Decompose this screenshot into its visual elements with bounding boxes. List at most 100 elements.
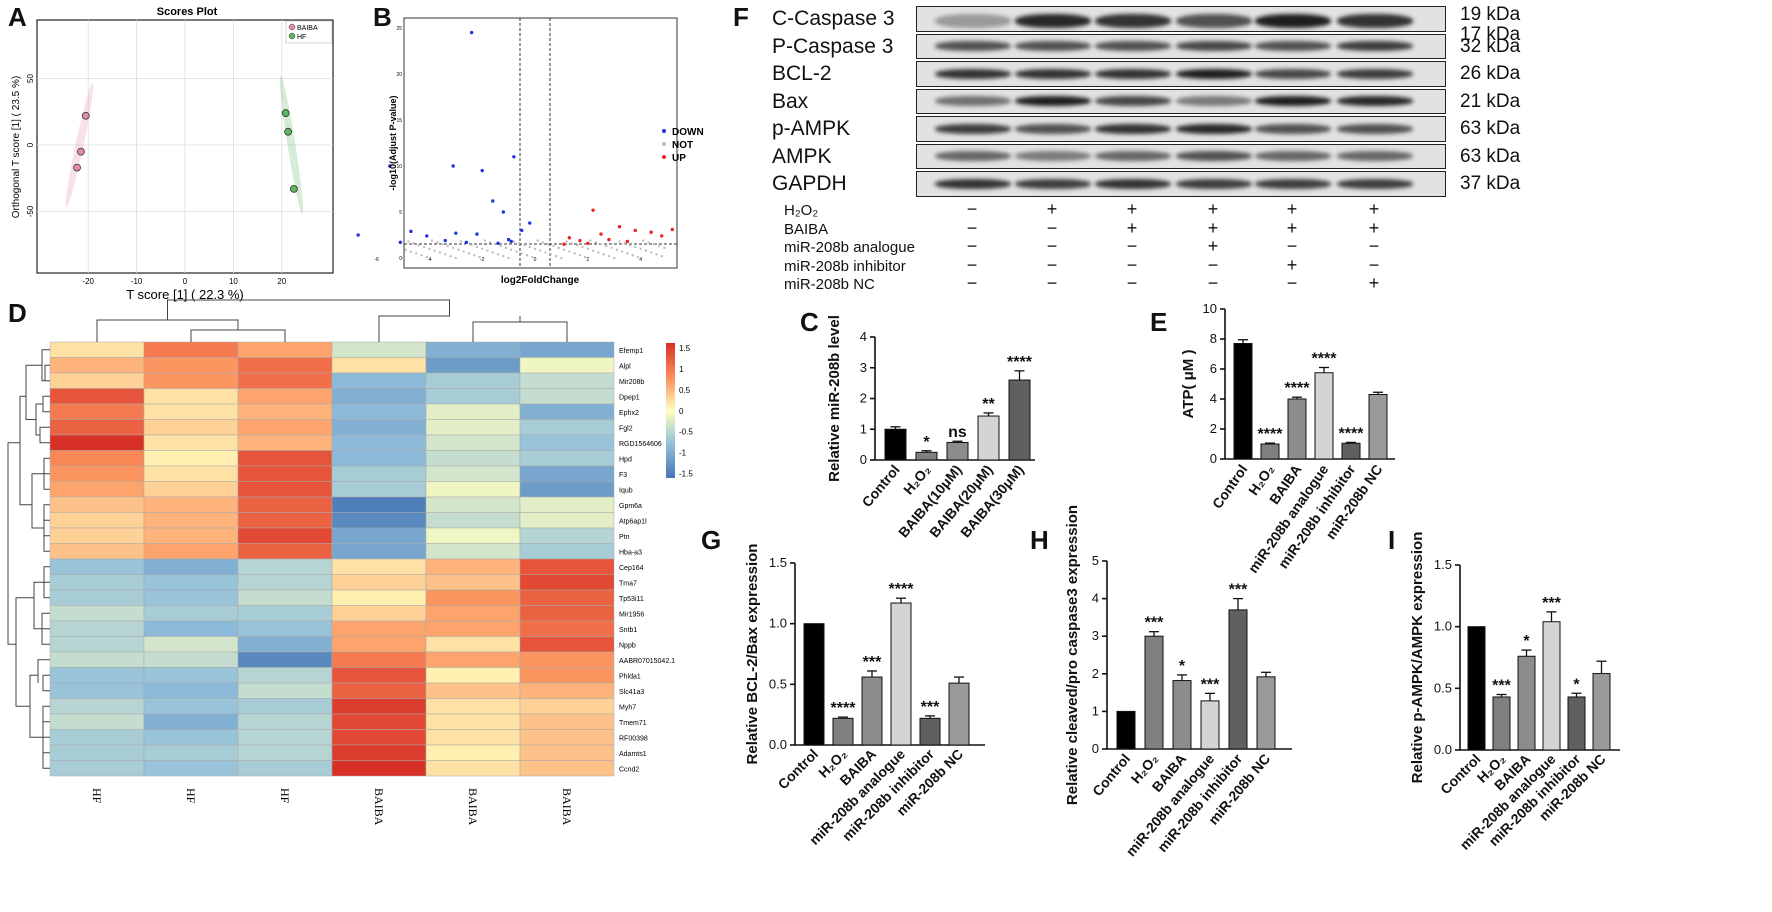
x-tick-label: -2 bbox=[480, 257, 485, 263]
heatmap-cell bbox=[237, 465, 333, 482]
volcano-point-down bbox=[528, 221, 532, 225]
protein-band bbox=[1015, 41, 1091, 52]
treatment-sign: − bbox=[966, 254, 978, 275]
volcano-point-not bbox=[454, 256, 457, 260]
heatmap-cell bbox=[143, 682, 239, 699]
y-tick-label: 5 bbox=[1092, 553, 1099, 568]
heatmap-cell bbox=[143, 589, 239, 606]
legend-marker-not bbox=[662, 142, 666, 146]
heatmap-cell bbox=[425, 341, 521, 358]
significance-label: ** bbox=[982, 396, 995, 413]
volcano-point-not bbox=[449, 255, 452, 258]
protein-band bbox=[1255, 151, 1331, 162]
heatmap-cell bbox=[331, 760, 427, 777]
heatmap-gene-label: Mir208b bbox=[619, 379, 644, 386]
volcano-point-down bbox=[469, 30, 474, 35]
protein-band bbox=[1015, 13, 1091, 28]
protein-band bbox=[1095, 178, 1171, 189]
heatmap-cell bbox=[331, 558, 427, 575]
heatmap-cell bbox=[425, 357, 521, 374]
volcano-point-down bbox=[451, 164, 455, 168]
color-scale-tick: 0.5 bbox=[679, 386, 691, 395]
treatment-sign: + bbox=[1126, 217, 1138, 238]
protein-band bbox=[1255, 123, 1331, 134]
heatmap-gene-label: Efemp1 bbox=[619, 348, 643, 355]
volcano-point-not bbox=[581, 245, 584, 249]
volcano-point-not bbox=[615, 248, 618, 251]
heatmap-column-label: HF bbox=[184, 788, 198, 804]
y-tick-label: 0.5 bbox=[769, 676, 787, 691]
heatmap-cell bbox=[237, 403, 333, 420]
y-tick-label: 50 bbox=[26, 74, 35, 83]
protein-band bbox=[935, 123, 1011, 134]
significance-label: *** bbox=[863, 654, 882, 671]
volcano-point-not bbox=[401, 256, 405, 260]
volcano-point-not bbox=[494, 243, 497, 246]
volcano-point-down bbox=[356, 233, 360, 237]
heatmap-cell bbox=[331, 450, 427, 467]
band-kda: 63 kDa bbox=[1460, 118, 1521, 139]
volcano-point-up bbox=[670, 227, 674, 232]
volcano-point-not bbox=[557, 246, 560, 249]
volcano-point-not bbox=[483, 239, 486, 242]
protein-band bbox=[1337, 68, 1413, 79]
volcano-point-not bbox=[433, 249, 436, 252]
protein-band bbox=[1176, 41, 1252, 52]
bar bbox=[1542, 621, 1561, 751]
volcano-point-up bbox=[599, 232, 603, 236]
heatmap-cell bbox=[425, 574, 521, 591]
volcano-point-down bbox=[491, 199, 495, 203]
volcano-point-not bbox=[663, 246, 666, 249]
category-label: Control bbox=[1089, 751, 1133, 799]
heatmap-cell bbox=[331, 574, 427, 591]
volcano-point-not bbox=[515, 250, 518, 253]
heatmap-cell bbox=[331, 713, 427, 730]
heatmap-cell bbox=[519, 434, 615, 451]
volcano-point-not bbox=[599, 243, 603, 246]
band-label: p-AMPK bbox=[772, 117, 851, 140]
volcano-point-not bbox=[510, 248, 513, 251]
volcano-point-not bbox=[591, 249, 595, 252]
color-scale-tick: -0.5 bbox=[679, 428, 693, 437]
volcano-point-not bbox=[502, 255, 505, 258]
band-kda: 26 kDa bbox=[1460, 63, 1521, 84]
heatmap-gene-label: Iqub bbox=[619, 487, 633, 494]
heatmap-gene-label: Hba-a3 bbox=[619, 549, 642, 556]
heatmap-cell bbox=[331, 620, 427, 637]
heatmap-cell bbox=[425, 512, 521, 529]
heatmap-cell bbox=[143, 651, 239, 668]
volcano-point-up bbox=[625, 239, 630, 244]
volcano-point-not bbox=[531, 255, 534, 259]
legend-label-down: DOWN bbox=[672, 127, 704, 138]
treatment-sign: + bbox=[1286, 254, 1298, 275]
heatmap-cell bbox=[237, 620, 333, 637]
category-label: Control bbox=[859, 462, 903, 510]
heatmap-cell bbox=[49, 543, 145, 560]
heatmap-cell bbox=[49, 729, 145, 746]
treatment-sign: + bbox=[1368, 273, 1380, 293]
heatmap-cell bbox=[49, 372, 145, 389]
heatmap-gene-label: Mir1956 bbox=[619, 611, 644, 618]
volcano-point-not bbox=[541, 241, 545, 244]
heatmap-cell bbox=[519, 496, 615, 513]
y-tick-label: 0.0 bbox=[1434, 742, 1452, 757]
heatmap-cell bbox=[237, 512, 333, 529]
heatmap-gene-label: Atp6ap1l bbox=[619, 518, 647, 525]
protein-band bbox=[1176, 68, 1252, 79]
volcano-point-not bbox=[496, 253, 500, 256]
heatmap-cell bbox=[519, 589, 615, 606]
heatmap-cell bbox=[49, 760, 145, 777]
treatment-sign: + bbox=[1046, 199, 1058, 219]
y-axis-label: Relative miR-208b level bbox=[826, 315, 843, 482]
y-axis-label: Relative cleaved/pro caspase3 expression bbox=[1064, 505, 1081, 805]
heatmap-cell bbox=[143, 558, 239, 575]
treatment-sign: + bbox=[1207, 236, 1219, 256]
y-tick-label: 15 bbox=[396, 118, 402, 124]
heatmap-cell bbox=[331, 496, 427, 513]
color-scale-tick: -1 bbox=[679, 449, 687, 458]
significance-label: **** bbox=[831, 700, 857, 717]
bar bbox=[1567, 696, 1586, 751]
volcano-point-not bbox=[409, 250, 413, 253]
heatmap-gene-label: Ephx2 bbox=[619, 410, 639, 417]
treatment-sign: + bbox=[1207, 199, 1219, 219]
